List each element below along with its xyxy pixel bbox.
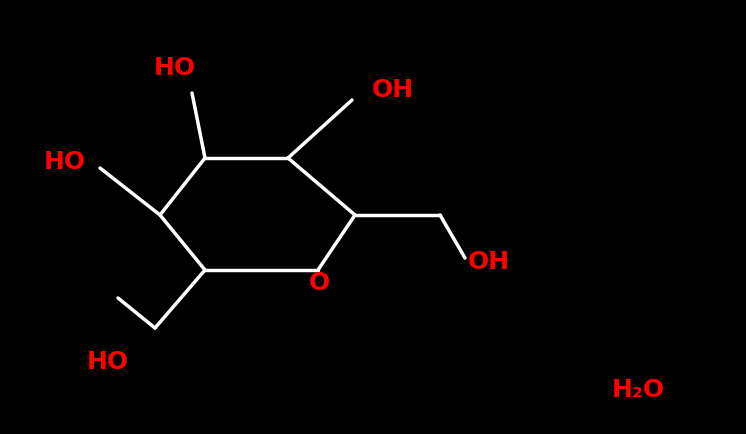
Text: OH: OH [468, 250, 510, 274]
Text: HO: HO [87, 350, 129, 374]
Text: HO: HO [154, 56, 196, 80]
Text: HO: HO [44, 150, 86, 174]
Text: OH: OH [372, 78, 414, 102]
Text: O: O [308, 271, 330, 295]
Text: H₂O: H₂O [612, 378, 665, 402]
